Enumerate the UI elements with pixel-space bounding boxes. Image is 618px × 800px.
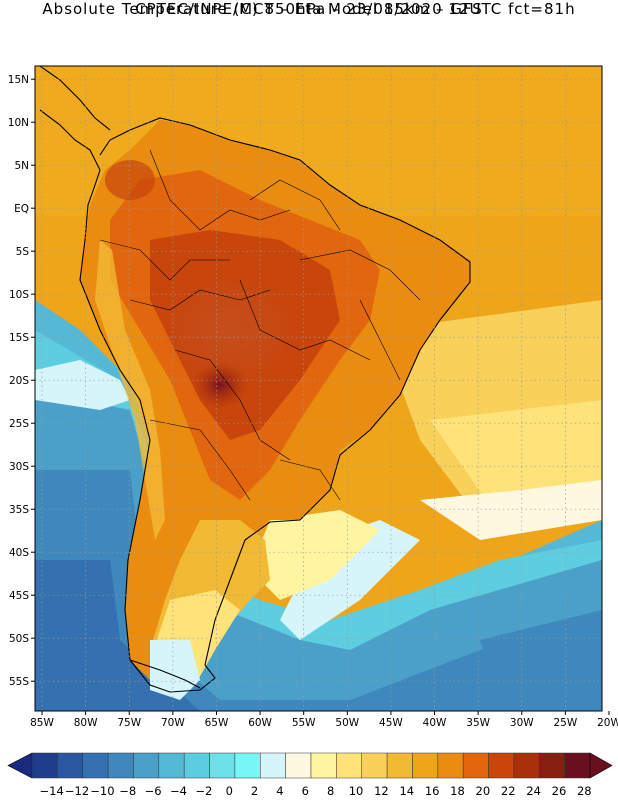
lon-label: 75W [117, 717, 141, 729]
lat-label: 15S [9, 332, 29, 344]
lon-label: 65W [205, 717, 229, 729]
lat-label: 40S [9, 547, 29, 559]
colorbar-label: 28 [577, 784, 592, 798]
lon-label: 40W [423, 717, 447, 729]
colorbar-label: 20 [476, 784, 491, 798]
colorbar-swatch [133, 752, 160, 779]
lon-label: 25W [554, 717, 578, 729]
colorbar-label: 24 [526, 784, 541, 798]
colorbar-swatch [158, 752, 185, 779]
colorbar-swatch [107, 752, 134, 779]
colorbar-label: 2 [251, 784, 258, 798]
lat-label: 5N [14, 160, 29, 172]
colorbar-swatch [234, 752, 261, 779]
lon-label: 80W [74, 717, 98, 729]
colorbar-swatch [386, 752, 413, 779]
lon-label: 55W [292, 717, 316, 729]
colorbar-swatch [462, 752, 489, 779]
colorbar-label: −14 [40, 784, 64, 798]
colorbar-swatch [310, 752, 337, 779]
colorbar-label: 14 [399, 784, 414, 798]
chart-title-line2: Absolute Temperature (C) 850hPa – 23/08/… [42, 0, 576, 18]
colorbar-label: −10 [90, 784, 114, 798]
colorbar-swatch [209, 752, 236, 779]
colorbar-label: −8 [119, 784, 136, 798]
graticule [35, 66, 602, 711]
political-borders [99, 149, 421, 501]
lat-label: 10S [9, 289, 29, 301]
lon-label: 50W [335, 717, 359, 729]
colorbar [7, 752, 613, 779]
lat-label: 5S [16, 246, 30, 258]
colorbar-swatch [437, 752, 464, 779]
lon-label: 60W [248, 717, 272, 729]
lat-label: EQ [14, 203, 29, 215]
colorbar-swatch [361, 752, 388, 779]
lat-label: 35S [9, 504, 29, 516]
colorbar-swatch [260, 752, 286, 779]
colorbar-swatch [57, 752, 83, 779]
colorbar-swatch [539, 752, 565, 779]
colorbar-label: 18 [450, 784, 465, 798]
colorbar-label: −2 [195, 784, 212, 798]
lat-label: 10N [8, 117, 29, 129]
lat-label: 20S [9, 375, 29, 387]
colorbar-swatch [564, 752, 591, 779]
colorbar-label: 12 [374, 784, 389, 798]
colorbar-label: 0 [226, 784, 233, 798]
longitude-labels: 85W 80W 75W 70W 65W 60W 55W 50W 45W 40W 35W 30W 25W 2… [30, 711, 618, 729]
lat-label: 50S [9, 633, 29, 645]
lon-label: 70W [161, 717, 185, 729]
lon-label: 45W [379, 717, 403, 729]
lon-label: 35W [466, 717, 490, 729]
lat-label: 25S [9, 418, 29, 430]
lat-label: 55S [9, 676, 29, 688]
lat-label: 15N [8, 74, 29, 86]
colorbar-over-arrow [589, 752, 613, 779]
colorbar-swatch [412, 752, 439, 779]
colorbar-label: −6 [145, 784, 162, 798]
colorbar-label: 8 [327, 784, 334, 798]
colorbar-swatch [183, 752, 210, 779]
colorbar-swatch [336, 752, 362, 779]
lat-label: 30S [9, 461, 29, 473]
colorbar-swatch [82, 752, 109, 779]
chart-title-line1: CPTEC/INPE/MCT – Eta Model 15km – GFS [135, 0, 483, 18]
colorbar-label: −12 [65, 784, 89, 798]
temperature-field [35, 66, 602, 711]
colorbar-swatch [285, 752, 312, 779]
colorbar-label: 4 [276, 784, 283, 798]
colorbar-swatch [488, 752, 515, 779]
colorbar-label: 10 [349, 784, 364, 798]
colorbar-under-arrow [7, 752, 33, 779]
lon-label: 30W [510, 717, 534, 729]
colorbar-label: 26 [552, 784, 567, 798]
colorbar-label: −4 [170, 784, 187, 798]
lon-label: 20W [597, 717, 618, 729]
colorbar-labels: −14 −12 −10 −8 −6 −4 −2 0 2 4 6 8 10 12 14 16 18 20 22 24 26… [40, 784, 592, 798]
colorbar-swatch [31, 752, 58, 779]
colorbar-label: 22 [501, 784, 516, 798]
colorbar-swatch [513, 752, 540, 779]
lon-label: 85W [30, 717, 54, 729]
colorbar-label: 16 [425, 784, 440, 798]
colorbar-label: 6 [302, 784, 309, 798]
map-frame [34, 65, 603, 712]
latitude-labels: 15N 10N 5N EQ 5S 10S 15S 20S 25S 30S 35S 40S 45S 50S 5… [8, 74, 35, 688]
lat-label: 45S [9, 590, 29, 602]
